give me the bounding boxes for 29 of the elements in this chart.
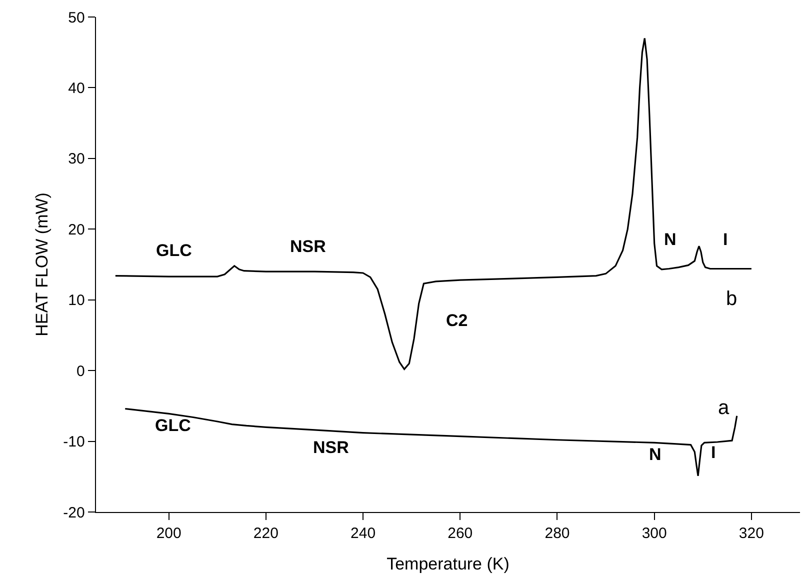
annotation: I [723, 230, 728, 249]
annotation: N [664, 230, 676, 249]
y-tick-label: 30 [68, 150, 85, 168]
series-label: b [726, 288, 738, 310]
x-tick-label: 300 [642, 525, 667, 542]
annotation: NSR [313, 438, 349, 457]
y-tick-label: 40 [68, 80, 85, 97]
x-tick-label: 280 [544, 525, 570, 542]
annotation: C2 [446, 311, 468, 330]
y-tick-label: 20 [68, 221, 85, 238]
series-label: a [718, 397, 730, 419]
x-axis-title: Temperature (K) [386, 554, 510, 574]
y-tick-label: -20 [63, 504, 85, 522]
x-tick-label: 320 [738, 525, 764, 542]
x-tick-label: 200 [156, 525, 182, 542]
x-tick-label: 260 [448, 525, 473, 542]
annotation: I [711, 443, 716, 462]
x-tick-label: 240 [350, 525, 376, 542]
annotation: NSR [290, 237, 326, 256]
annotation: GLC [156, 241, 192, 260]
line-series [114, 37, 752, 370]
y-tick-label: -10 [63, 434, 85, 451]
annotation: GLC [155, 416, 191, 435]
y-tick-label: 0 [76, 362, 85, 380]
y-tick-label: 50 [68, 9, 85, 26]
annotation: N [649, 445, 662, 464]
y-tick-label: 10 [68, 292, 85, 310]
y-axis-title: HEAT FLOW (mW) [32, 192, 52, 336]
x-tick-label: 220 [253, 525, 278, 542]
